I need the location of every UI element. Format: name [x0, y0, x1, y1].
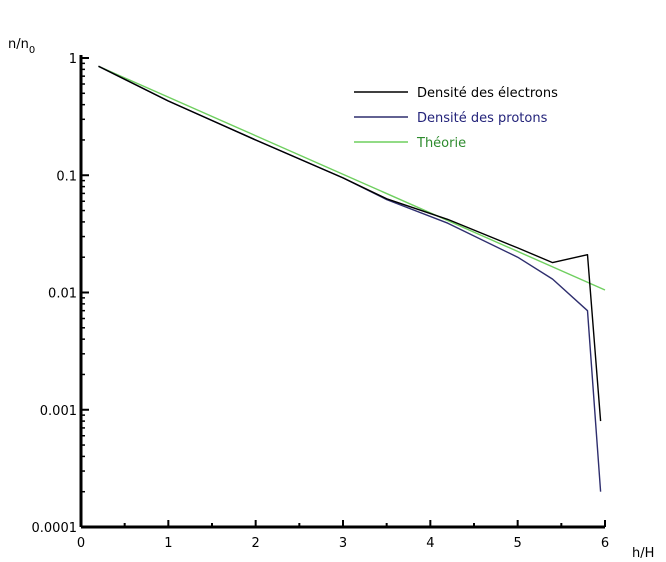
x-tick-label: 1 [164, 536, 172, 551]
legend-label-2: Théorie [416, 136, 466, 151]
y-tick-label: 0.01 [48, 287, 77, 302]
x-axis-label: h/H [632, 546, 654, 561]
y-tick-label: 1 [69, 52, 77, 67]
series-line-2 [98, 65, 606, 291]
y-axis-label: n/n0 [8, 37, 35, 56]
x-tick-label: 2 [252, 536, 260, 551]
y-tick-label: 0.1 [56, 169, 77, 184]
legend-label-0: Densité des électrons [417, 86, 558, 101]
series-lines [98, 65, 606, 492]
ticks: 0 1 2 3 4 5 6 1 0.1 0.01 0.001 0.0001 [32, 52, 610, 551]
y-axis-label-subscript: 0 [29, 45, 35, 56]
x-tick-label: 0 [77, 536, 85, 551]
legend: Densité des électrons Densité des protons… [354, 86, 558, 151]
series-line-0 [98, 65, 602, 422]
x-tick-label: 6 [601, 536, 609, 551]
series-line-1 [98, 65, 602, 492]
y-tick-label: 0.0001 [32, 521, 78, 536]
y-tick-label: 0.001 [40, 404, 77, 419]
x-tick-label: 3 [339, 536, 347, 551]
x-tick-label: 4 [426, 536, 434, 551]
x-tick-label: 5 [514, 536, 522, 551]
legend-label-1: Densité des protons [417, 111, 548, 126]
